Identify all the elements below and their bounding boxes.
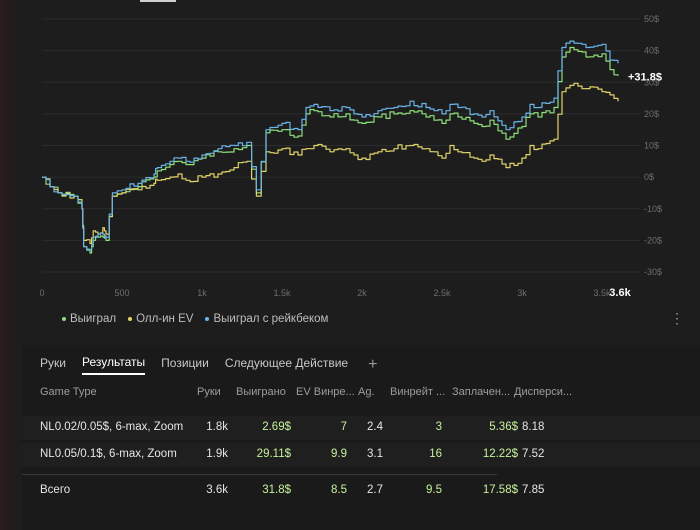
cell-aggression: 2.4 <box>367 421 383 433</box>
x-tick-label: 2.5k <box>433 288 451 298</box>
stats-tabs: Руки Результаты Позиции Следующее Действ… <box>40 355 377 375</box>
x-tick-label: 1k <box>197 288 207 298</box>
series-line-2 <box>42 82 619 245</box>
y-tick-label: 40$ <box>644 46 659 56</box>
cell-hands: 1.9k <box>206 448 228 460</box>
cell-winrate: 16 <box>429 448 442 460</box>
series-line-3 <box>42 40 619 251</box>
cell-hands: 1.8k <box>206 421 228 433</box>
cell-total-winrate: 9.5 <box>426 484 442 496</box>
col-header-won[interactable]: Выиграно <box>236 386 286 398</box>
cell-won: 2.69$ <box>262 421 291 433</box>
legend-dot-won-rakeback <box>205 317 210 321</box>
legend-item-won-rakeback[interactable]: Выиграл с рейкбеком <box>205 313 328 325</box>
y-tick-label: 0$ <box>644 172 654 182</box>
legend-dot-allin-ev <box>128 317 133 321</box>
y-tick-label: 30$ <box>644 77 659 87</box>
cell-total-won: 31.8$ <box>262 484 291 496</box>
col-header-game-type[interactable]: Game Type <box>40 386 97 398</box>
chart-legend: Выиграл Олл-ин EV Выиграл с рейкбеком <box>62 313 328 325</box>
x-tick-label: 0 <box>39 288 44 298</box>
cell-ev-winrate: 7 <box>340 421 347 433</box>
x-tick-label: 3k <box>517 288 527 298</box>
x-tick-label: 500 <box>114 288 129 298</box>
left-edge-strip <box>0 0 22 530</box>
cell-total-hands: 3.6k <box>206 484 228 496</box>
col-header-ev-winrate[interactable]: EV Винре... <box>296 386 355 398</box>
cell-total-ev-winrate: 8.5 <box>331 484 347 496</box>
cell-rake-paid: 12.22$ <box>482 448 518 460</box>
tab-next-action[interactable]: Следующее Действие <box>224 356 349 370</box>
cell-won: 29.11$ <box>256 448 291 460</box>
tab-positions[interactable]: Позиции <box>161 356 209 370</box>
y-tick-label: 10$ <box>644 141 659 151</box>
cell-total-aggression: 2.7 <box>367 484 383 496</box>
top-tab-indicator <box>140 0 176 2</box>
tab-hands[interactable]: Руки <box>40 356 66 370</box>
cell-rake-paid: 5.36$ <box>489 421 518 433</box>
table-total-row[interactable]: Всего 3.6k 31.8$ 8.5 2.7 9.5 17.58$ 7.85 <box>22 479 700 503</box>
col-header-variance[interactable]: Дисперси... <box>514 386 573 398</box>
x-tick-label: 2k <box>357 288 367 298</box>
x-tick-label: 3.5k <box>593 288 611 298</box>
cell-game-type: NL0.05/0.1$, 6-max, Zoom <box>40 448 177 460</box>
more-options-icon[interactable]: ⋮ <box>670 310 684 326</box>
y-tick-label: -10$ <box>644 204 662 214</box>
cell-total-label: Всего <box>40 484 71 496</box>
col-header-winrate[interactable]: Винрейт ... <box>390 386 446 398</box>
table-row[interactable]: NL0.02/0.05$, 6-max, Zoom 1.8k 2.69$ 7 2… <box>22 416 700 440</box>
legend-dot-won <box>62 317 66 321</box>
y-tick-label: -30$ <box>644 267 662 277</box>
total-divider <box>22 474 497 475</box>
cell-total-variance: 7.85 <box>522 484 545 496</box>
col-header-hands[interactable]: Руки <box>197 386 221 398</box>
graph-panel: 50$ 40$ 30$ 20$ 10$ 0$ -10$ -20$ -30$ 0 500 1k 1.5k 2… <box>22 0 700 345</box>
x-end-label: 3.6k <box>609 287 631 299</box>
legend-label-allin-ev: Олл-ин EV <box>136 313 194 325</box>
legend-label-won: Выиграл <box>70 313 117 325</box>
cell-game-type: NL0.02/0.05$, 6-max, Zoom <box>40 421 184 433</box>
table-row[interactable]: NL0.05/0.1$, 6-max, Zoom 1.9k 29.11$ 9.9… <box>22 443 700 467</box>
col-header-rake-paid[interactable]: Заплачен... <box>452 386 511 398</box>
legend-label-won-rakeback: Выиграл с рейкбеком <box>213 313 329 325</box>
add-tab-icon[interactable]: + <box>368 356 378 373</box>
cell-total-rake-paid: 17.58$ <box>482 484 518 496</box>
cell-variance: 8.18 <box>522 421 545 433</box>
table-header: Game Type Руки Выиграно EV Винре... Ag. … <box>22 386 700 404</box>
winnings-chart[interactable]: 50$ 40$ 30$ 20$ 10$ 0$ -10$ -20$ -30$ 0 500 1k 1.5k 2… <box>22 0 700 305</box>
cell-variance: 7.52 <box>522 448 545 460</box>
cell-aggression: 3.1 <box>367 448 383 460</box>
tab-results[interactable]: Результаты <box>81 355 146 375</box>
col-header-aggression[interactable]: Ag. <box>358 386 375 398</box>
cell-ev-winrate: 9.9 <box>331 448 347 460</box>
cell-winrate: 3 <box>435 421 442 433</box>
y-tick-label: -20$ <box>644 235 662 245</box>
legend-item-won[interactable]: Выиграл <box>62 313 116 325</box>
y-tick-label: 20$ <box>644 109 659 119</box>
stats-panel: Руки Результаты Позиции Следующее Действ… <box>22 345 700 530</box>
end-value-label: +31.8$ <box>628 72 662 84</box>
y-tick-label: 50$ <box>644 14 659 24</box>
legend-item-allin-ev[interactable]: Олл-ин EV <box>128 313 193 325</box>
x-tick-label: 1.5k <box>273 288 291 298</box>
